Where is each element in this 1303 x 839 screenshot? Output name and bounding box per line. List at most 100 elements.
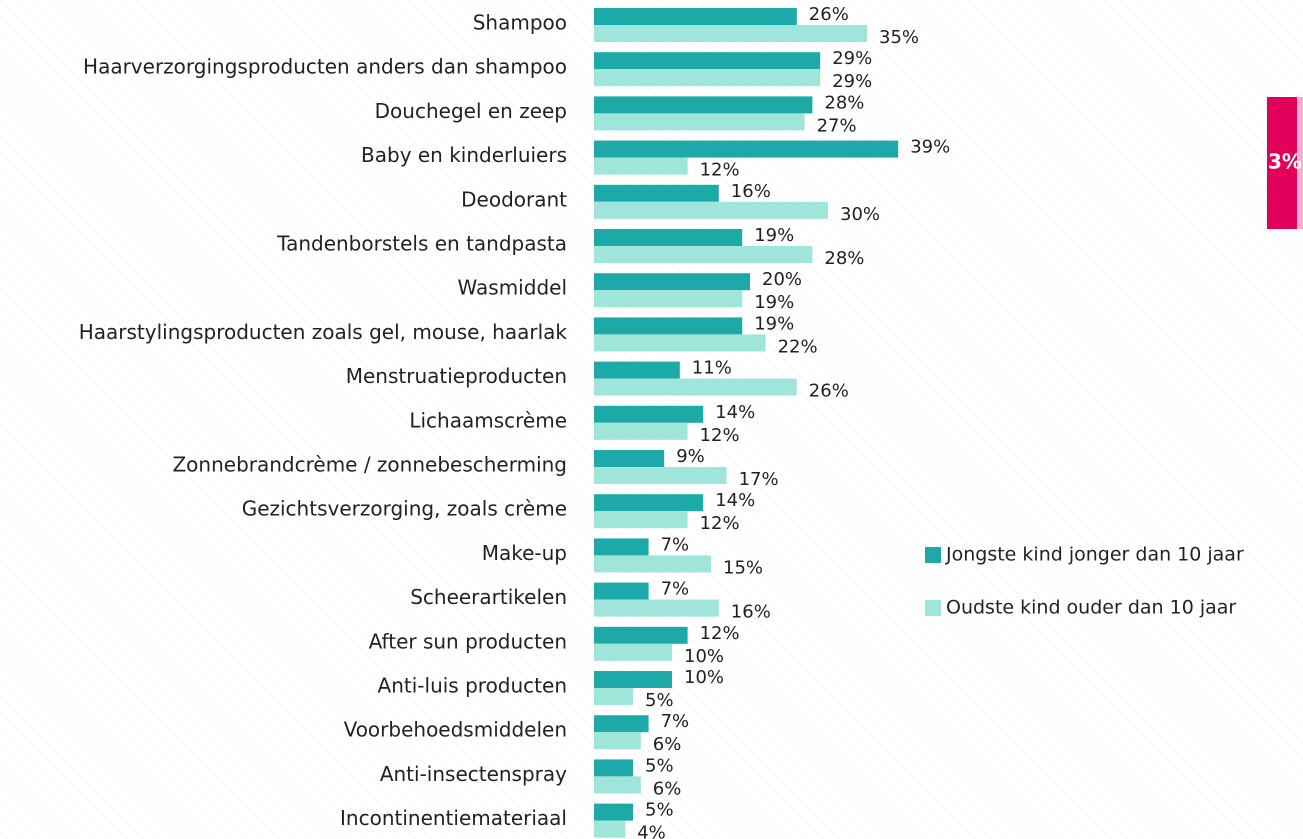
bar — [594, 201, 828, 219]
value-label: 16% — [731, 181, 771, 202]
value-label: 10% — [684, 667, 724, 688]
value-label: 17% — [739, 469, 779, 490]
bar — [594, 626, 688, 644]
value-label: 6% — [653, 734, 682, 755]
category-label: Anti-insectenspray — [380, 762, 567, 786]
category-label: Wasmiddel — [458, 276, 567, 300]
bar — [594, 317, 743, 335]
bar — [594, 361, 680, 379]
category-label: Voorbehoedsmiddelen — [344, 718, 567, 742]
value-label: 6% — [653, 778, 682, 799]
bar — [594, 467, 727, 484]
bar — [594, 450, 665, 467]
value-label: 4% — [637, 823, 666, 839]
category-label: Haarverzorgingsproducten anders dan sham… — [83, 55, 567, 79]
value-label: 20% — [762, 269, 802, 290]
value-label: 28% — [824, 92, 864, 113]
bar — [594, 732, 641, 750]
category-label: Haarstylingsproducten zoals gel, mouse, … — [79, 320, 568, 344]
category-label: Lichaamscrème — [409, 408, 567, 432]
value-label: 11% — [692, 358, 732, 379]
bar — [594, 759, 633, 777]
bar — [594, 290, 743, 308]
bar — [594, 140, 899, 158]
category-label: Gezichtsverzorging, zoals crème — [242, 497, 567, 521]
bar — [594, 715, 649, 733]
category-label: Baby en kinderluiers — [361, 143, 567, 167]
category-label: Menstruatieproducten — [346, 364, 567, 388]
bar — [594, 273, 750, 291]
legend-label: Oudste kind ouder dan 10 jaar — [946, 597, 1236, 619]
side-badge-edge — [1297, 97, 1303, 229]
bar — [594, 538, 649, 556]
value-label: 7% — [661, 579, 690, 600]
value-label: 39% — [910, 137, 950, 158]
value-label: 12% — [700, 160, 740, 181]
bar — [594, 334, 766, 352]
value-label: 5% — [645, 800, 674, 821]
category-label: Zonnebrandcrème / zonnebescherming — [172, 453, 567, 477]
side-badge-label: 3% — [1268, 150, 1302, 174]
value-label: 9% — [676, 446, 705, 467]
category-label: Scheerartikelen — [410, 585, 567, 609]
category-label: Shampoo — [473, 11, 567, 35]
value-label: 19% — [754, 292, 794, 313]
bar — [594, 688, 633, 705]
value-label: 26% — [809, 4, 849, 25]
bar — [594, 776, 641, 794]
bar — [594, 671, 672, 688]
bar — [594, 246, 813, 263]
category-label: Make-up — [482, 541, 567, 565]
category-label: Incontinentiemateriaal — [340, 806, 567, 830]
value-label: 19% — [754, 313, 794, 334]
value-label: 12% — [700, 623, 740, 644]
side-badge: 3% — [1267, 97, 1303, 229]
category-label: Anti-luis producten — [378, 674, 567, 698]
value-label: 12% — [700, 513, 740, 534]
bar — [594, 96, 813, 114]
category-label: Douchegel en zeep — [375, 99, 567, 123]
legend-swatch — [925, 600, 941, 616]
bar — [594, 69, 821, 87]
value-label: 14% — [715, 490, 755, 511]
bar — [594, 582, 649, 600]
category-label: Deodorant — [461, 187, 567, 211]
bar — [594, 820, 626, 838]
bar — [594, 52, 821, 70]
category-label: After sun producten — [369, 629, 567, 653]
bar — [594, 8, 797, 25]
value-label: 7% — [661, 534, 690, 555]
value-label: 30% — [840, 204, 880, 225]
value-label: 16% — [731, 602, 771, 623]
bar — [594, 113, 805, 131]
value-label: 26% — [809, 381, 849, 402]
value-label: 29% — [832, 48, 872, 69]
bar — [594, 599, 719, 617]
bar — [594, 229, 743, 246]
value-label: 10% — [684, 646, 724, 667]
value-label: 5% — [645, 755, 674, 776]
bar — [594, 422, 688, 440]
legend-swatch — [925, 547, 941, 563]
value-label: 14% — [715, 402, 755, 423]
bar — [594, 157, 688, 175]
value-label: 28% — [824, 248, 864, 269]
bar — [594, 555, 711, 573]
value-label: 19% — [754, 225, 794, 246]
bar — [594, 378, 797, 396]
bar — [594, 184, 719, 202]
value-label: 15% — [723, 557, 763, 578]
value-label: 29% — [832, 71, 872, 92]
bar — [594, 511, 688, 529]
legend-label: Jongste kind jonger dan 10 jaar — [945, 544, 1244, 566]
bar — [594, 803, 633, 821]
value-label: 22% — [778, 336, 818, 357]
bar — [594, 405, 704, 423]
value-label: 7% — [661, 711, 690, 732]
value-label: 35% — [879, 27, 919, 48]
bar — [594, 494, 704, 512]
value-label: 12% — [700, 425, 740, 446]
bar — [594, 25, 867, 42]
value-label: 5% — [645, 690, 674, 711]
